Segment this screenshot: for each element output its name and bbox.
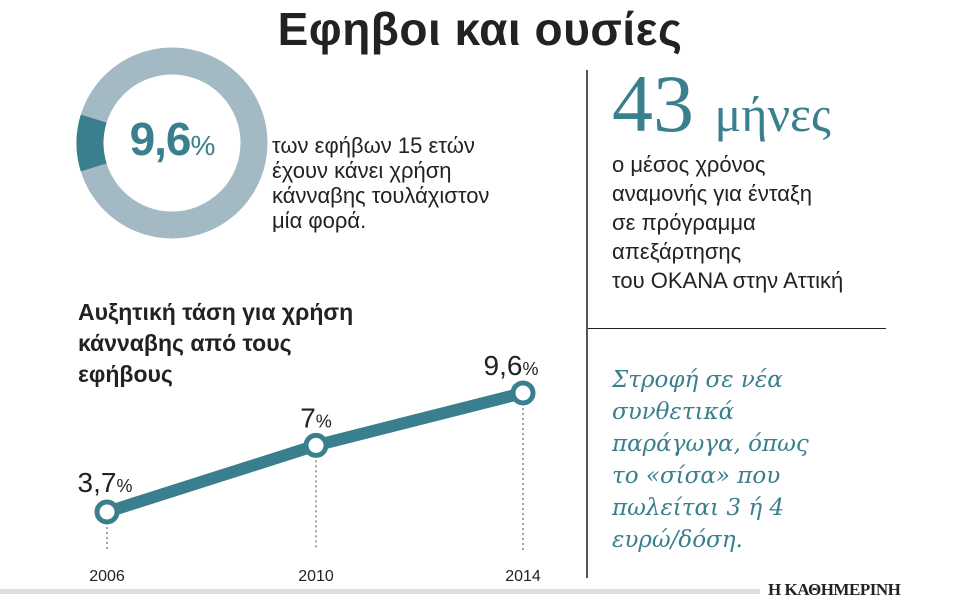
data-point xyxy=(303,432,329,458)
synthetic-drugs-note: Στροφή σε νέα συνθετικά παράγωγα, όπως το «… xyxy=(612,367,809,553)
line-chart: 3,7% 2006 7% 2010 9,6% 2014 xyxy=(78,350,541,585)
data-point xyxy=(510,380,536,406)
donut-highlight-segment xyxy=(76,114,107,172)
donut-chart xyxy=(76,47,268,239)
horizontal-divider xyxy=(588,328,886,329)
x-tick-label: 2010 xyxy=(298,568,334,585)
wait-time-figure: 43 μήνες xyxy=(612,58,831,149)
line-chart-title: Αυξητική τάση για χρήση κάνναβης από τους… xyxy=(78,299,354,387)
data-label: 9,6% xyxy=(484,350,539,381)
footer-bar xyxy=(0,589,760,594)
donut-value: 9,6% xyxy=(129,113,216,165)
donut-description: των εφήβων 15 ετών έχουν κάνει χρήση κάννα… xyxy=(272,133,490,233)
page-title: Εφηβοι και ουσίες xyxy=(277,3,683,55)
data-label: 3,7% xyxy=(78,467,133,498)
vertical-divider xyxy=(586,70,588,578)
x-tick-label: 2014 xyxy=(505,568,541,585)
wait-time-description: ο μέσος χρόνος αναμονής για ένταξη σε πρόγ… xyxy=(612,152,844,293)
kathimerini-logo: Η ΚΑΘΗΜΕΡΙΝΗ xyxy=(768,580,901,599)
x-tick-label: 2006 xyxy=(89,568,125,585)
data-point xyxy=(94,499,120,525)
data-label: 7% xyxy=(300,402,332,433)
